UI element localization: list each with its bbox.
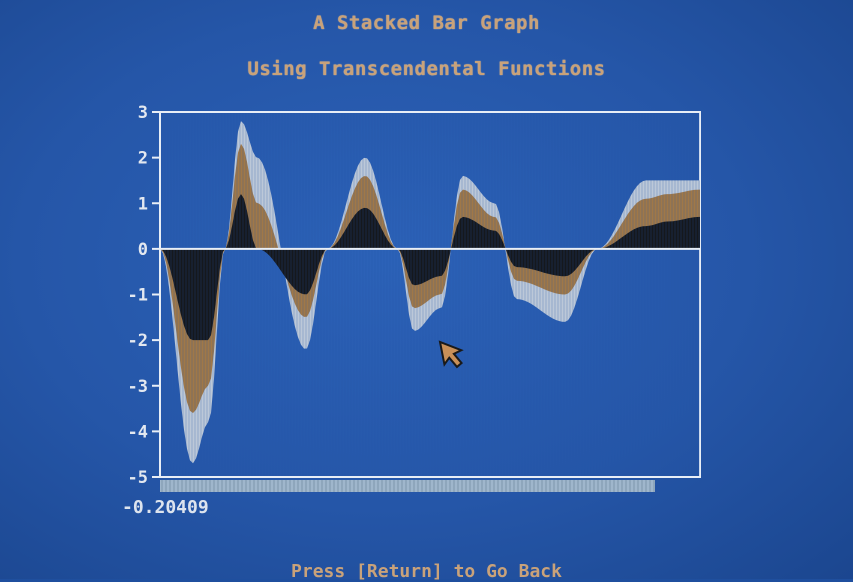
chart-title: A Stacked Bar Graph bbox=[313, 12, 540, 34]
y-tick-label: -3 bbox=[128, 377, 148, 397]
x-value-readout: -0.20409 bbox=[122, 497, 209, 518]
arrow-cursor-icon bbox=[438, 340, 464, 369]
y-tick-label: -2 bbox=[128, 331, 148, 351]
x-scrollbar[interactable] bbox=[160, 480, 655, 492]
series-area-1 bbox=[160, 194, 700, 341]
chart-subtitle: Using Transcendental Functions bbox=[247, 58, 606, 80]
y-tick-label: -4 bbox=[128, 422, 148, 442]
y-tick-label: 0 bbox=[138, 240, 148, 260]
y-tick-label: -5 bbox=[128, 468, 148, 488]
y-tick-label: 2 bbox=[138, 149, 148, 169]
y-tick-label: 1 bbox=[138, 194, 148, 214]
return-prompt[interactable]: Press [Return] to Go Back bbox=[291, 561, 562, 582]
y-tick-label: 3 bbox=[138, 103, 148, 123]
y-tick-label: -1 bbox=[128, 286, 148, 306]
bar-stripes bbox=[161, 113, 700, 476]
